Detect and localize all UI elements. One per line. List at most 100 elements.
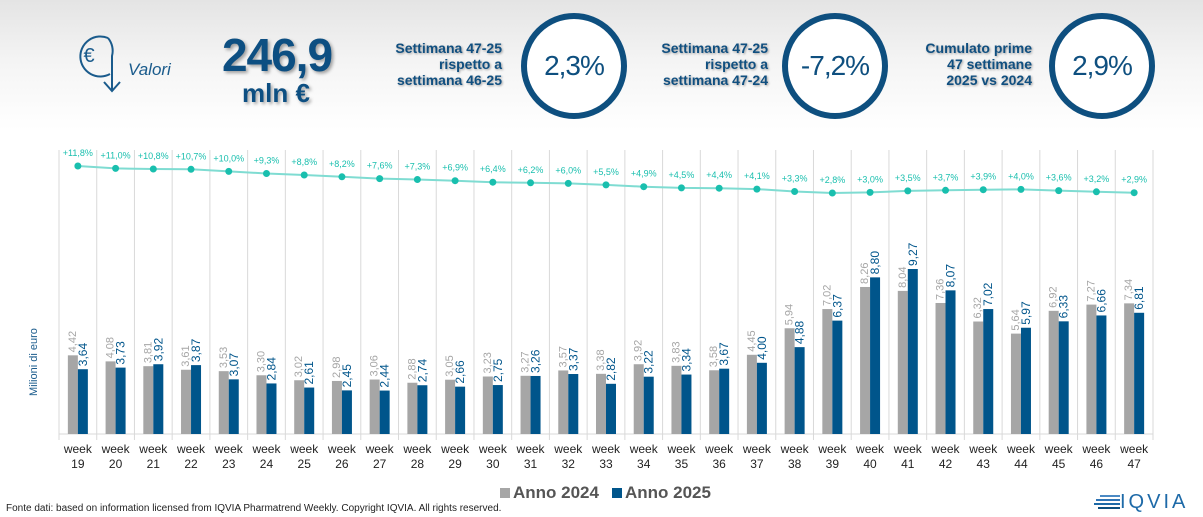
data-label-2024: 4,45 bbox=[746, 330, 758, 351]
data-label-2025: 2,44 bbox=[378, 364, 392, 388]
x-tick-label: week bbox=[478, 442, 508, 456]
data-label-2024: 7,34 bbox=[1123, 279, 1135, 300]
kpi-label-line: 2025 vs 2024 bbox=[946, 72, 1032, 88]
x-tick-label: week bbox=[251, 442, 281, 456]
bar-2025 bbox=[606, 383, 616, 434]
bar-2024 bbox=[596, 373, 606, 434]
x-tick-label: 44 bbox=[1014, 457, 1028, 471]
x-tick-label: 37 bbox=[750, 457, 764, 471]
data-label-2024: 2,98 bbox=[331, 357, 343, 378]
growth-point bbox=[376, 175, 384, 183]
bar-2025 bbox=[304, 387, 315, 434]
kpi-circle-yoy: -7,2% bbox=[782, 13, 888, 119]
data-label-2025: 6,33 bbox=[1057, 295, 1071, 319]
bar-2025 bbox=[832, 320, 843, 434]
x-tick-label: week bbox=[365, 442, 395, 456]
x-tick-label: 47 bbox=[1127, 457, 1141, 471]
bar-2025 bbox=[643, 376, 654, 434]
data-label-2025: 2,82 bbox=[604, 357, 618, 381]
x-tick-label: week bbox=[101, 442, 131, 456]
x-tick-label: 45 bbox=[1052, 457, 1066, 471]
kpi-label-cumulative: Cumulato prime 47 settimane 2025 vs 2024 bbox=[900, 40, 1032, 88]
data-label-2025: 3,07 bbox=[227, 353, 241, 377]
x-tick-label: week bbox=[327, 442, 357, 456]
legend-swatch-2024 bbox=[500, 488, 510, 498]
data-label-2025: 3,64 bbox=[76, 343, 90, 367]
bar-2024 bbox=[67, 355, 78, 434]
growth-label: +10,7% bbox=[176, 151, 207, 161]
x-tick-label: week bbox=[1119, 442, 1149, 456]
bar-2024 bbox=[822, 309, 833, 434]
x-tick-label: week bbox=[1044, 442, 1074, 456]
growth-label: +2,8% bbox=[819, 175, 845, 185]
bar-2025 bbox=[77, 369, 88, 434]
legend-item-2025: Anno 2025 bbox=[612, 483, 711, 503]
x-tick-label: 21 bbox=[147, 457, 161, 471]
kpi-label-line: Settimana 47-25 bbox=[395, 40, 502, 56]
x-tick-label: week bbox=[591, 442, 621, 456]
x-tick-label: week bbox=[1081, 442, 1111, 456]
growth-point bbox=[149, 165, 157, 173]
y-axis-label: Milioni di euro bbox=[28, 328, 40, 396]
bar-2025 bbox=[191, 365, 202, 434]
growth-point bbox=[866, 188, 874, 196]
x-tick-label: week bbox=[629, 442, 659, 456]
data-label-2024: 8,04 bbox=[897, 266, 909, 287]
legend-label: Anno 2024 bbox=[513, 483, 599, 502]
bar-2024 bbox=[558, 370, 569, 434]
x-tick-label: 35 bbox=[675, 457, 689, 471]
x-tick-label: 27 bbox=[373, 457, 387, 471]
growth-label: +3,9% bbox=[970, 172, 996, 182]
x-tick-label: 38 bbox=[788, 457, 802, 471]
kpi-label-line: Cumulato prime bbox=[925, 40, 1032, 56]
x-tick-label: 40 bbox=[863, 457, 877, 471]
x-tick-label: 43 bbox=[977, 457, 991, 471]
x-tick-label: week bbox=[817, 442, 847, 456]
growth-point bbox=[942, 186, 950, 194]
growth-label: +10,8% bbox=[138, 151, 169, 161]
iqvia-lines-icon bbox=[1094, 495, 1120, 509]
kpi-label-line: rispetto a bbox=[704, 56, 768, 72]
source-footer: Fonte dati: based on information license… bbox=[6, 503, 502, 514]
data-label-2024: 3,83 bbox=[670, 341, 682, 362]
growth-point bbox=[1017, 185, 1025, 193]
growth-point bbox=[979, 186, 987, 194]
data-label-2024: 2,88 bbox=[406, 358, 418, 379]
data-label-2024: 3,57 bbox=[557, 346, 569, 367]
bar-2025 bbox=[756, 362, 767, 434]
bar-2025 bbox=[1134, 312, 1145, 434]
kpi-label-line: settimana 47-24 bbox=[662, 72, 768, 88]
growth-point bbox=[338, 173, 346, 181]
bar-2025 bbox=[455, 386, 466, 434]
bar-2025 bbox=[907, 269, 918, 434]
euro-down-arrow-icon: € bbox=[79, 35, 121, 93]
bar-2025 bbox=[417, 385, 428, 434]
kpi-value: 2,9% bbox=[1072, 50, 1133, 81]
bar-2024 bbox=[935, 302, 946, 434]
x-tick-label: week bbox=[176, 442, 206, 456]
bar-2024 bbox=[482, 376, 493, 434]
svg-text:€: € bbox=[83, 45, 94, 67]
growth-point bbox=[225, 167, 233, 175]
data-label-2024: 6,92 bbox=[1048, 286, 1060, 307]
bar-2024 bbox=[860, 286, 871, 434]
x-tick-label: 22 bbox=[184, 457, 198, 471]
growth-label: +6,4% bbox=[480, 164, 506, 174]
data-label-2025: 3,73 bbox=[114, 341, 128, 365]
kpi-label-yoy: Settimana 47-25 rispetto a settimana 47-… bbox=[640, 40, 768, 88]
growth-label: +6,2% bbox=[518, 165, 544, 175]
bar-2025 bbox=[379, 390, 390, 434]
x-tick-label: week bbox=[931, 442, 961, 456]
data-label-2024: 3,06 bbox=[369, 355, 381, 376]
x-tick-label: 30 bbox=[486, 457, 500, 471]
bar-2025 bbox=[341, 390, 352, 434]
data-label-2024: 3,27 bbox=[520, 351, 532, 372]
bar-2025 bbox=[492, 385, 503, 434]
x-tick-label: week bbox=[742, 442, 772, 456]
growth-label: +4,0% bbox=[1008, 171, 1034, 181]
growth-label: +4,9% bbox=[631, 169, 657, 179]
growth-point bbox=[74, 162, 82, 170]
legend-item-2024: Anno 2024 bbox=[500, 483, 599, 503]
bar-2024 bbox=[1124, 303, 1135, 434]
x-tick-label: week bbox=[553, 442, 583, 456]
